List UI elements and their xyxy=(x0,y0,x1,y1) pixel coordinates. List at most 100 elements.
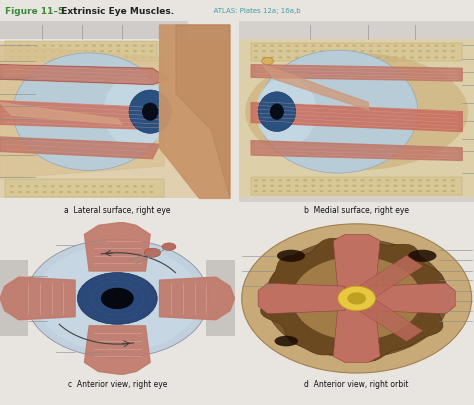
Ellipse shape xyxy=(92,185,96,188)
Ellipse shape xyxy=(295,180,299,182)
Ellipse shape xyxy=(75,51,80,53)
Ellipse shape xyxy=(295,51,299,53)
Polygon shape xyxy=(84,326,150,375)
Ellipse shape xyxy=(401,57,406,60)
Polygon shape xyxy=(333,235,380,291)
FancyBboxPatch shape xyxy=(251,177,462,195)
Ellipse shape xyxy=(108,51,112,53)
Ellipse shape xyxy=(360,45,365,48)
Ellipse shape xyxy=(100,57,104,60)
Ellipse shape xyxy=(108,45,112,48)
Ellipse shape xyxy=(34,51,38,53)
Ellipse shape xyxy=(108,57,112,60)
Ellipse shape xyxy=(434,51,438,53)
Ellipse shape xyxy=(336,180,340,182)
Polygon shape xyxy=(258,284,345,314)
Ellipse shape xyxy=(254,45,258,48)
Ellipse shape xyxy=(34,57,38,60)
Ellipse shape xyxy=(34,192,38,194)
Ellipse shape xyxy=(344,57,348,60)
Ellipse shape xyxy=(262,58,273,66)
Ellipse shape xyxy=(149,192,154,194)
FancyBboxPatch shape xyxy=(5,179,164,197)
Ellipse shape xyxy=(311,57,315,60)
Ellipse shape xyxy=(426,45,430,48)
Ellipse shape xyxy=(149,51,154,53)
Ellipse shape xyxy=(270,180,274,182)
Ellipse shape xyxy=(141,57,145,60)
Ellipse shape xyxy=(369,180,373,182)
Polygon shape xyxy=(358,256,423,298)
Ellipse shape xyxy=(133,51,137,53)
Ellipse shape xyxy=(328,180,332,182)
Polygon shape xyxy=(160,26,230,199)
Ellipse shape xyxy=(26,51,30,53)
Ellipse shape xyxy=(434,180,438,182)
Ellipse shape xyxy=(43,185,47,188)
Text: ATLAS: Plates 12a; 16a,b: ATLAS: Plates 12a; 16a,b xyxy=(209,8,300,14)
Ellipse shape xyxy=(258,93,296,132)
Ellipse shape xyxy=(418,191,422,193)
Ellipse shape xyxy=(9,45,14,48)
FancyBboxPatch shape xyxy=(0,42,230,199)
Polygon shape xyxy=(0,46,164,179)
Ellipse shape xyxy=(347,292,366,305)
Polygon shape xyxy=(0,66,169,85)
Ellipse shape xyxy=(410,57,414,60)
Ellipse shape xyxy=(410,191,414,193)
Ellipse shape xyxy=(270,45,274,48)
Ellipse shape xyxy=(369,45,373,48)
Ellipse shape xyxy=(125,185,129,188)
Ellipse shape xyxy=(258,51,418,174)
Ellipse shape xyxy=(51,57,55,60)
Ellipse shape xyxy=(393,57,398,60)
Ellipse shape xyxy=(426,57,430,60)
Ellipse shape xyxy=(141,51,145,53)
Ellipse shape xyxy=(369,51,373,53)
Ellipse shape xyxy=(67,51,71,53)
Ellipse shape xyxy=(344,185,348,188)
Ellipse shape xyxy=(18,192,22,194)
Ellipse shape xyxy=(108,185,112,188)
Ellipse shape xyxy=(262,191,266,193)
Ellipse shape xyxy=(426,191,430,193)
Ellipse shape xyxy=(328,191,332,193)
Ellipse shape xyxy=(162,243,176,251)
Ellipse shape xyxy=(117,51,120,53)
Ellipse shape xyxy=(75,185,80,188)
Ellipse shape xyxy=(443,45,447,48)
Ellipse shape xyxy=(303,57,307,60)
Ellipse shape xyxy=(418,51,422,53)
Ellipse shape xyxy=(410,185,414,188)
Polygon shape xyxy=(263,66,368,111)
Ellipse shape xyxy=(451,51,455,53)
Text: Figure 11–5: Figure 11–5 xyxy=(5,6,64,16)
Ellipse shape xyxy=(34,185,38,188)
Ellipse shape xyxy=(35,245,200,352)
Ellipse shape xyxy=(92,57,96,60)
Ellipse shape xyxy=(426,51,430,53)
Ellipse shape xyxy=(418,45,422,48)
Polygon shape xyxy=(358,300,423,342)
Ellipse shape xyxy=(125,192,129,194)
Ellipse shape xyxy=(434,191,438,193)
Bar xyxy=(0,22,188,40)
Ellipse shape xyxy=(67,192,71,194)
Ellipse shape xyxy=(277,250,305,262)
Polygon shape xyxy=(251,103,462,132)
Ellipse shape xyxy=(125,57,129,60)
Ellipse shape xyxy=(319,57,324,60)
Ellipse shape xyxy=(270,57,274,60)
Ellipse shape xyxy=(360,185,365,188)
Ellipse shape xyxy=(26,45,30,48)
Text: a  Lateral surface, right eye: a Lateral surface, right eye xyxy=(64,206,171,215)
Ellipse shape xyxy=(254,180,258,182)
Text: d  Anterior view, right orbit: d Anterior view, right orbit xyxy=(304,379,409,388)
Ellipse shape xyxy=(125,45,129,48)
Ellipse shape xyxy=(270,51,274,53)
Ellipse shape xyxy=(83,45,88,48)
Ellipse shape xyxy=(117,185,120,188)
Polygon shape xyxy=(368,284,455,314)
Ellipse shape xyxy=(443,191,447,193)
Ellipse shape xyxy=(393,45,398,48)
